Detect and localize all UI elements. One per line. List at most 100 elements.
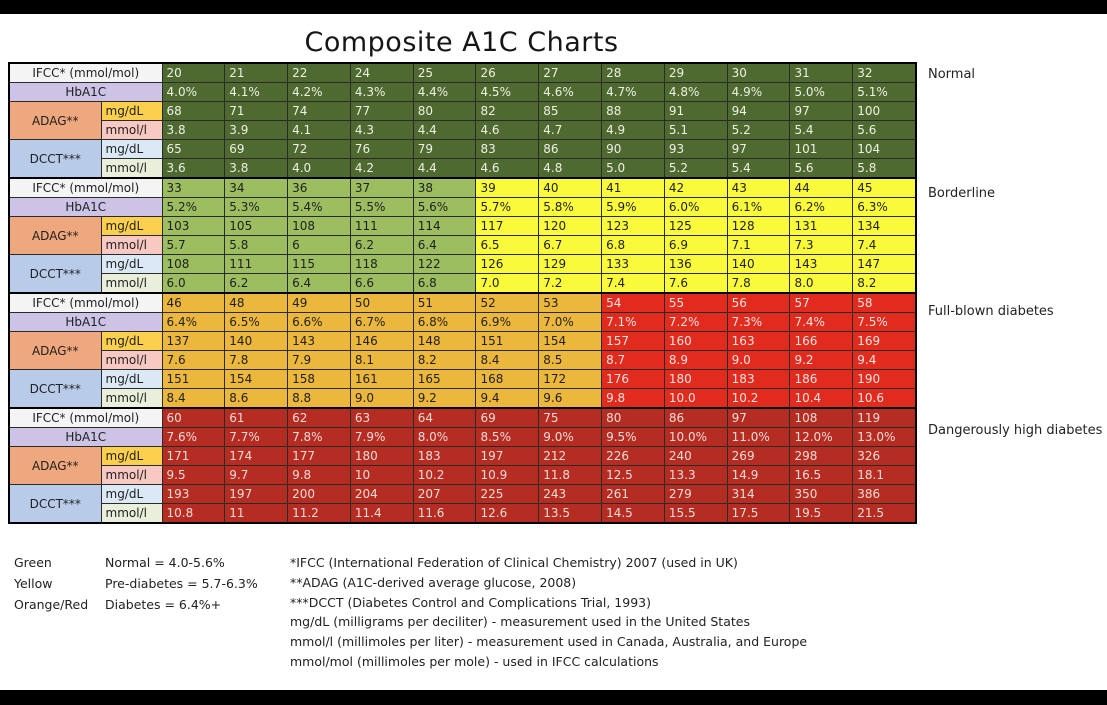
cell-normal-adag_mgdl-col5: 82 [475,101,540,121]
cell-danger-dcct_mgdl-col6: 243 [538,484,603,504]
legend-meaning: Pre-diabetes = 5.7-6.3% [105,575,258,591]
cell-borderline-ifcc-col6: 40 [538,177,603,198]
cell-normal-dcct_mmoll-col6: 4.8 [538,158,603,179]
row-header-ifcc: IFCC* (mmol/mol) [8,177,163,198]
cell-fullblown-adag_mmoll-col8: 8.9 [663,350,728,370]
cell-fullblown-dcct_mmoll-col4: 9.2 [412,388,477,409]
cell-danger-dcct_mgdl-col9: 314 [726,484,791,504]
cell-normal-adag_mmoll-col6: 4.7 [538,120,603,140]
cell-borderline-ifcc-col2: 36 [287,177,351,198]
row-header-mgdl: mg/dL [100,216,163,236]
cell-borderline-dcct_mgdl-col7: 133 [601,254,665,274]
cell-danger-adag_mmoll-col9: 14.9 [726,465,791,485]
cell-fullblown-adag_mgdl-col6: 154 [538,331,603,351]
cell-borderline-ifcc-col4: 38 [412,177,477,198]
cell-borderline-dcct_mmoll-col8: 7.6 [663,273,728,294]
cell-fullblown-hba1c-col10: 7.4% [789,312,854,332]
cell-danger-ifcc-col11: 119 [852,407,917,428]
cell-normal-ifcc-col9: 30 [726,62,791,83]
cell-danger-hba1c-col7: 9.5% [601,427,665,447]
cell-danger-adag_mmoll-col10: 16.5 [789,465,854,485]
cell-fullblown-dcct_mmoll-col10: 10.4 [789,388,854,409]
row-header-mmoll: mmol/l [100,158,163,179]
cell-normal-ifcc-col10: 31 [789,62,854,83]
cell-borderline-adag_mmoll-col7: 6.8 [601,235,665,255]
cell-danger-dcct_mmoll-col8: 15.5 [663,503,728,524]
cell-danger-dcct_mmoll-col7: 14.5 [601,503,665,524]
cell-borderline-dcct_mgdl-col11: 147 [852,254,917,274]
cell-normal-ifcc-col11: 32 [852,62,917,83]
cell-normal-hba1c-col4: 4.4% [412,82,477,102]
cell-borderline-dcct_mmoll-col2: 6.4 [287,273,351,294]
row-header-adag: ADAG** [8,446,102,485]
cell-normal-hba1c-col5: 4.5% [475,82,540,102]
cell-borderline-ifcc-col8: 42 [663,177,728,198]
cell-fullblown-hba1c-col6: 7.0% [538,312,603,332]
cell-borderline-dcct_mgdl-col3: 118 [349,254,414,274]
table-row-normal-dcct_mgdl: DCCT*** mg/dL 65 69 72 76 79 83 86 90 93 97 101 104 [8,139,917,179]
table-row-fullblown-adag_mmoll: mmol/l 7.6 7.8 7.9 8.1 8.2 8.4 8.5 8.7 8.9 9.0 9.2 9… [9,350,917,370]
legend-color-name: Green [14,555,52,570]
cell-fullblown-ifcc-col1: 48 [224,292,289,313]
cell-danger-adag_mgdl-col9: 269 [726,446,791,466]
cell-danger-hba1c-col4: 8.0% [412,427,477,447]
cell-normal-adag_mgdl-col10: 97 [789,101,854,121]
cell-borderline-dcct_mgdl-col2: 115 [287,254,351,274]
cell-fullblown-adag_mmoll-col3: 8.1 [349,350,414,370]
cell-normal-adag_mgdl-col6: 85 [538,101,603,121]
cell-fullblown-adag_mmoll-col0: 7.6 [161,350,226,370]
cell-borderline-dcct_mmoll-col4: 6.8 [412,273,477,294]
cell-borderline-adag_mgdl-col10: 131 [789,216,854,236]
cell-borderline-adag_mgdl-col6: 120 [538,216,603,236]
cell-fullblown-dcct_mgdl-col0: 151 [161,369,226,389]
cell-borderline-hba1c-col8: 6.0% [663,197,728,217]
cell-borderline-hba1c-col3: 5.5% [349,197,414,217]
cell-borderline-adag_mmoll-col6: 6.7 [538,235,603,255]
footnote-ifcc: *IFCC (International Federation of Clini… [290,555,738,570]
cell-borderline-adag_mmoll-col4: 6.4 [412,235,477,255]
footnote-mgdl: mg/dL (milligrams per deciliter) - measu… [290,614,750,630]
cell-fullblown-hba1c-col1: 6.5% [224,312,289,332]
table-row-fullblown-hba1c: HbA1C 6.4% 6.5% 6.6% 6.7% 6.8% 6.9% 7.0% 7.1% 7.2… [8,312,917,332]
cell-borderline-hba1c-col10: 6.2% [789,197,854,217]
color-legend: Green Normal = 4.0-5.6% Yellow Pre-diabete… [14,553,258,615]
table-row-fullblown-dcct_mmoll: mmol/l 8.4 8.6 8.8 9.0 9.2 9.4 9.6 9.8 10.0 10.2 10… [9,388,917,409]
cell-danger-adag_mmoll-col1: 9.7 [224,465,289,485]
cell-danger-ifcc-col4: 64 [412,407,477,428]
cell-fullblown-dcct_mmoll-col1: 8.6 [224,388,289,409]
cell-normal-adag_mmoll-col9: 5.2 [726,120,791,140]
a1c-table-wrap: IFCC* (mmol/mol) 20 21 22 24 25 26 27 28 29 30 31 32… [8,62,917,524]
cell-borderline-dcct_mmoll-col6: 7.2 [538,273,603,294]
cell-borderline-adag_mgdl-col0: 103 [161,216,226,236]
cell-danger-dcct_mgdl-col10: 350 [789,484,854,504]
cell-normal-dcct_mmoll-col8: 5.2 [663,158,728,179]
cell-fullblown-dcct_mmoll-col2: 8.8 [287,388,351,409]
cell-normal-adag_mmoll-col7: 4.9 [601,120,665,140]
cell-fullblown-ifcc-col9: 56 [726,292,791,313]
row-header-hba1c: HbA1C [8,82,163,102]
cell-danger-adag_mgdl-col1: 174 [224,446,289,466]
cell-borderline-dcct_mmoll-col10: 8.0 [789,273,854,294]
cell-danger-hba1c-col5: 8.5% [475,427,540,447]
cell-borderline-dcct_mgdl-col0: 108 [161,254,226,274]
cell-borderline-hba1c-col7: 5.9% [601,197,665,217]
cell-danger-adag_mmoll-col11: 18.1 [852,465,917,485]
cell-fullblown-hba1c-col9: 7.3% [726,312,791,332]
cell-danger-dcct_mgdl-col11: 386 [852,484,917,504]
cell-fullblown-dcct_mmoll-col9: 10.2 [726,388,791,409]
cell-borderline-ifcc-col1: 34 [224,177,289,198]
cell-normal-dcct_mgdl-col8: 93 [663,139,728,159]
cell-borderline-ifcc-col9: 43 [726,177,791,198]
cell-normal-hba1c-col7: 4.7% [601,82,665,102]
footnote-mmolmol: mmol/mol (millimoles per mole) - used in… [290,653,659,669]
cell-fullblown-ifcc-col3: 50 [349,292,414,313]
row-header-mmoll: mmol/l [100,235,163,255]
cell-normal-dcct_mgdl-col7: 90 [601,139,665,159]
cell-fullblown-hba1c-col8: 7.2% [663,312,728,332]
legend-meaning: Normal = 4.0-5.6% [105,555,225,570]
cell-normal-adag_mgdl-col11: 100 [852,101,917,121]
cell-fullblown-dcct_mmoll-col6: 9.6 [538,388,603,409]
row-header-mgdl: mg/dL [100,369,163,389]
cell-fullblown-dcct_mgdl-col8: 180 [663,369,728,389]
